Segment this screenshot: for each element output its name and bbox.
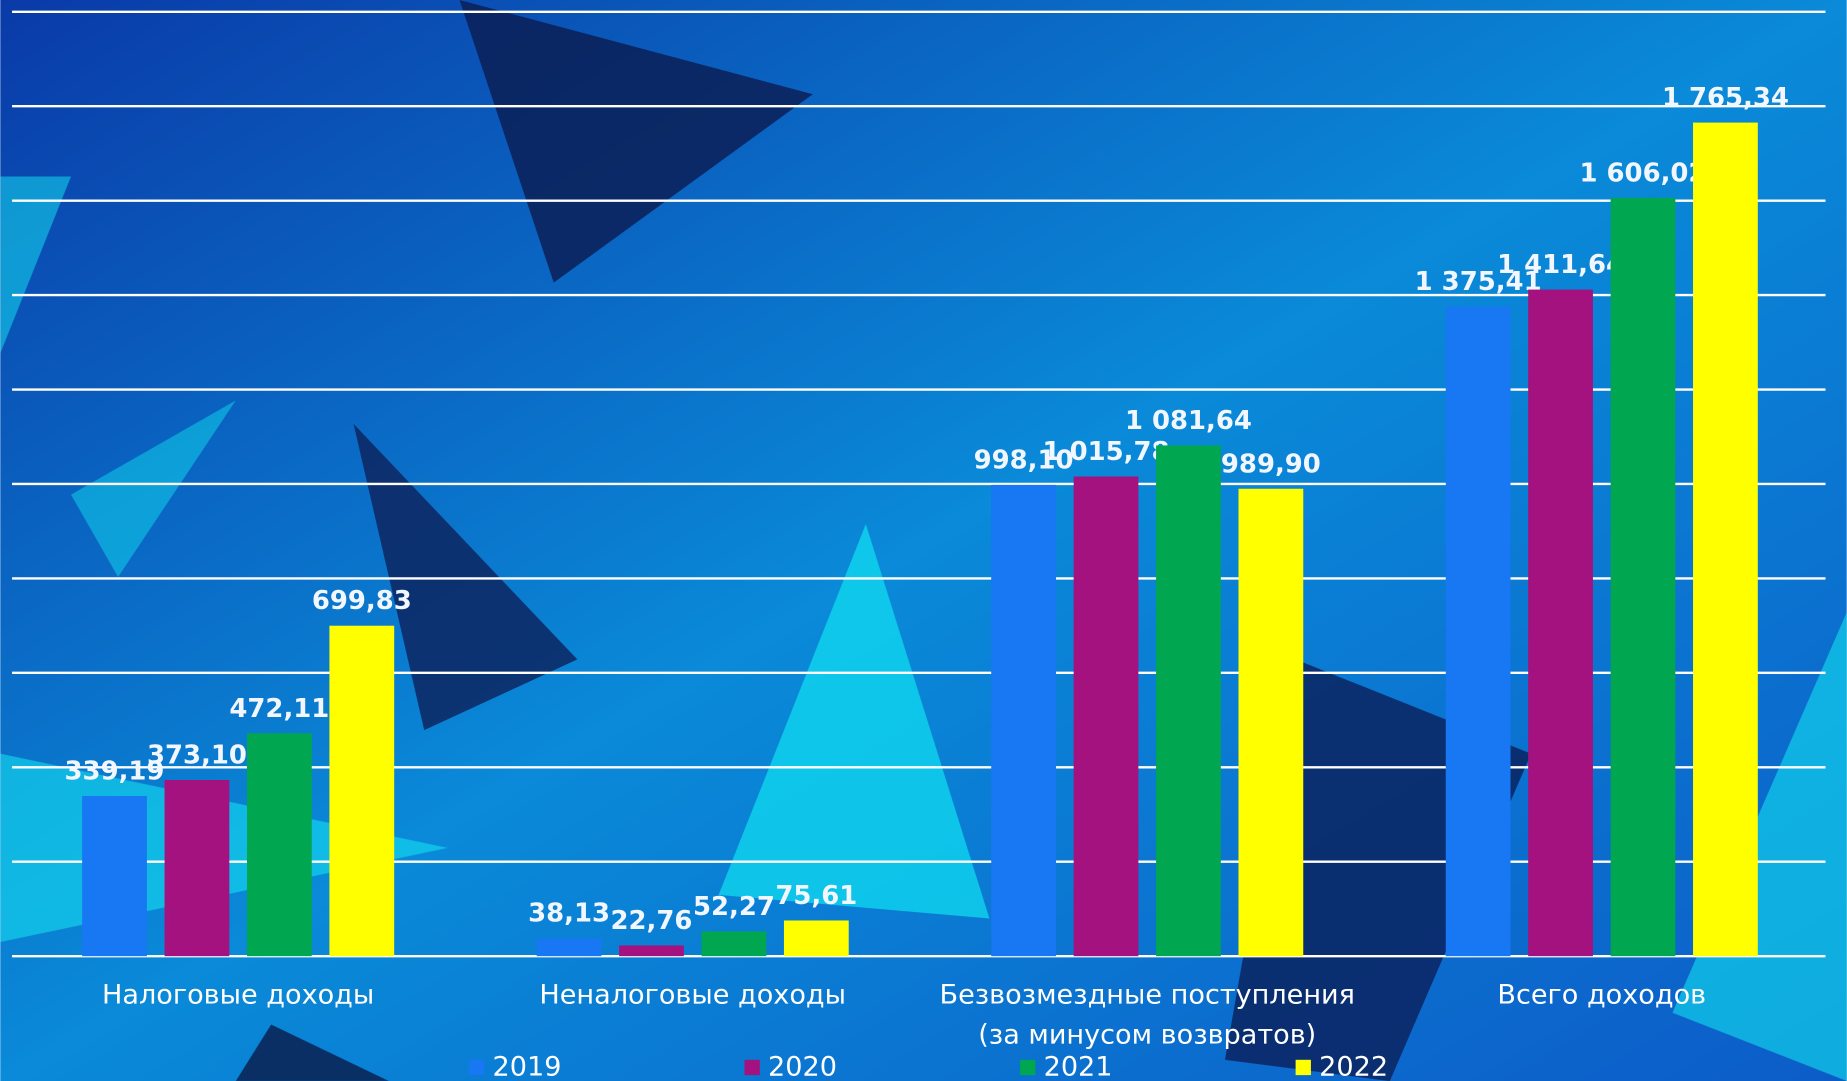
bar (1238, 488, 1304, 957)
value-label: 339,19 (65, 757, 165, 787)
bar (1156, 445, 1221, 957)
value-label: 1 081,64 (1125, 406, 1252, 436)
value-label: 989,90 (1221, 449, 1321, 479)
bar (1693, 122, 1758, 957)
legend-label: 2019 (493, 1052, 562, 1081)
category-label-box: Налоговые доходы (102, 979, 375, 1011)
bar (246, 733, 312, 957)
category-label-box: Неналоговые доходы (539, 979, 847, 1011)
x-tick-label: Всего доходов (1497, 979, 1707, 1011)
plot: 339,19 38,13 998,10 1 375,41 373,10 22,76 1 01… (12, 10, 1826, 1081)
x-tick-label: Неналоговые доходы (539, 979, 847, 1011)
legend-swatch (744, 1059, 760, 1076)
bar (1528, 289, 1593, 957)
value-label: 1 015,78 (1043, 437, 1170, 467)
legend-label: 2022 (1319, 1052, 1388, 1081)
legend-swatch (468, 1059, 485, 1076)
bar (82, 796, 147, 957)
bar (619, 945, 684, 957)
value-label: 373,10 (147, 741, 247, 771)
bar (1073, 476, 1139, 957)
value-label: 1 765,34 (1662, 83, 1789, 113)
bar (536, 938, 602, 957)
x-tick-label: Безвозмездные поступления (за минусом во… (939, 979, 1355, 1051)
bar (1445, 306, 1511, 957)
legend-label: 2020 (768, 1052, 837, 1081)
category-label-box: Всего доходов (1497, 979, 1707, 1011)
value-label: 1 375,41 (1415, 267, 1542, 297)
x-tick-label: Налоговые доходы (102, 979, 375, 1011)
value-label: 1 606,02 (1580, 158, 1707, 188)
bar (701, 931, 767, 957)
bar (783, 920, 849, 957)
value-label: 75,61 (775, 881, 857, 911)
bar (164, 780, 230, 957)
value-label: 38,13 (528, 899, 610, 929)
category-label-box: Безвозмездные поступления (за минусом во… (939, 979, 1355, 1051)
legend-swatch (1295, 1059, 1311, 1076)
value-label: 998,10 (974, 445, 1074, 475)
legend-label: 2021 (1044, 1052, 1113, 1081)
value-label: 22,76 (611, 906, 693, 936)
value-label: 472,11 (229, 694, 329, 724)
value-label: 699,83 (312, 586, 412, 616)
bar (1610, 197, 1676, 957)
bar (329, 625, 395, 957)
value-label: 1 411,64 (1497, 250, 1624, 280)
bar (991, 484, 1056, 957)
legend-swatch (1020, 1059, 1036, 1076)
value-label: 52,27 (693, 892, 775, 922)
